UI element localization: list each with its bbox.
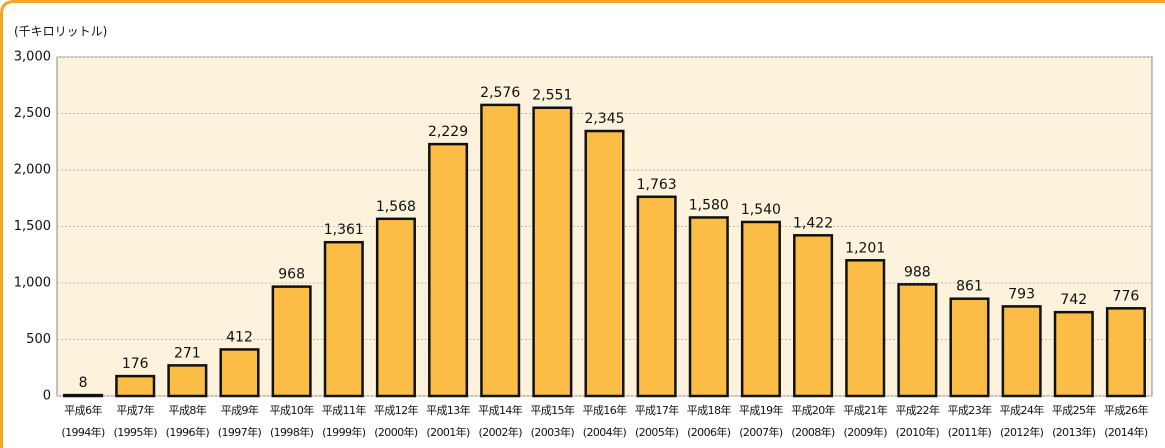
bar bbox=[63, 393, 104, 398]
x-tick-label: (2014年) bbox=[1104, 425, 1148, 439]
x-tick-label: (2002年) bbox=[479, 425, 523, 439]
x-tick-label: 平成10年 bbox=[270, 403, 315, 417]
y-tick-label: 1,000 bbox=[14, 276, 51, 291]
axis-label: (千キロリットル) bbox=[14, 25, 107, 39]
x-tick-label: 平成18年 bbox=[687, 403, 732, 417]
x-tick-label: 平成21年 bbox=[843, 403, 888, 417]
x-tick-label: 平成7年 bbox=[116, 403, 154, 417]
bar bbox=[532, 106, 573, 398]
x-tick-label: (2013年) bbox=[1052, 425, 1096, 439]
bar bbox=[480, 103, 521, 398]
x-tick-label: 平成17年 bbox=[635, 403, 680, 417]
x-tick-label: 平成24年 bbox=[1000, 403, 1045, 417]
bar bbox=[428, 142, 469, 398]
bar bbox=[845, 259, 886, 398]
x-tick-label: 平成9年 bbox=[221, 403, 259, 417]
y-tick-label: 2,000 bbox=[14, 163, 51, 178]
bar bbox=[584, 129, 625, 398]
value-label: 1,763 bbox=[637, 177, 677, 193]
bar bbox=[271, 285, 312, 398]
x-tick-label: 平成8年 bbox=[169, 403, 207, 417]
x-tick-label: (1999年) bbox=[322, 425, 366, 439]
bar bbox=[219, 348, 260, 398]
bar bbox=[688, 216, 729, 398]
value-label: 776 bbox=[1113, 288, 1140, 304]
x-tick-label: 平成22年 bbox=[895, 403, 940, 417]
value-label: 271 bbox=[174, 345, 201, 361]
x-tick-label: (2000年) bbox=[374, 425, 418, 439]
value-label: 176 bbox=[122, 356, 149, 372]
x-tick-label: (1997年) bbox=[218, 425, 262, 439]
value-label: 988 bbox=[904, 264, 931, 280]
x-tick-label: (2003年) bbox=[531, 425, 575, 439]
bar bbox=[897, 283, 938, 398]
y-tick-label: 1,500 bbox=[14, 219, 51, 234]
bar bbox=[375, 217, 416, 398]
bar bbox=[115, 374, 156, 398]
value-label: 742 bbox=[1060, 292, 1087, 308]
x-tick-label: 平成15年 bbox=[530, 403, 575, 417]
bar bbox=[323, 240, 364, 398]
y-tick-label: 2,500 bbox=[14, 106, 51, 121]
x-tick-label: 平成13年 bbox=[426, 403, 471, 417]
x-tick-label: 平成19年 bbox=[739, 403, 784, 417]
x-tick-label: 平成26年 bbox=[1104, 403, 1149, 417]
y-tick-label: 3,000 bbox=[14, 50, 51, 65]
y-tick-label: 0 bbox=[43, 389, 51, 404]
value-label: 412 bbox=[226, 329, 253, 345]
x-tick-label: 平成20年 bbox=[791, 403, 836, 417]
bar bbox=[793, 234, 834, 398]
x-tick-label: (2001年) bbox=[426, 425, 470, 439]
value-label: 2,229 bbox=[428, 124, 468, 140]
x-tick-label: 平成25年 bbox=[1052, 403, 1097, 417]
value-label: 2,551 bbox=[532, 88, 572, 104]
value-label: 8 bbox=[79, 375, 88, 391]
value-label: 2,345 bbox=[584, 111, 624, 127]
value-label: 1,201 bbox=[845, 240, 885, 256]
x-tick-label: 平成11年 bbox=[322, 403, 367, 417]
x-tick-label: (2005年) bbox=[635, 425, 679, 439]
x-tick-label: (2010年) bbox=[896, 425, 940, 439]
x-tick-label: 平成12年 bbox=[374, 403, 419, 417]
x-tick-label: 平成16年 bbox=[583, 403, 628, 417]
x-tick-label: 平成23年 bbox=[948, 403, 993, 417]
x-tick-label: (2004年) bbox=[583, 425, 627, 439]
x-tick-label: (2012年) bbox=[1000, 425, 1044, 439]
bar bbox=[167, 364, 208, 398]
x-tick-label: (2009年) bbox=[844, 425, 888, 439]
value-label: 1,540 bbox=[741, 202, 781, 218]
x-tick-label: (1995年) bbox=[114, 425, 158, 439]
x-tick-label: (2007年) bbox=[739, 425, 783, 439]
value-label: 1,580 bbox=[689, 197, 729, 213]
x-tick-label: (1994年) bbox=[61, 425, 105, 439]
value-label: 861 bbox=[956, 279, 983, 295]
bar bbox=[1053, 310, 1094, 398]
bar bbox=[1105, 307, 1146, 398]
bar bbox=[1001, 305, 1042, 398]
bar bbox=[949, 297, 990, 398]
x-tick-label: (2006年) bbox=[687, 425, 731, 439]
x-tick-label: 平成14年 bbox=[478, 403, 523, 417]
value-label: 1,422 bbox=[793, 215, 833, 231]
x-tick-label: (2011年) bbox=[948, 425, 992, 439]
value-label: 1,568 bbox=[376, 199, 416, 215]
x-tick-label: (2008年) bbox=[791, 425, 835, 439]
value-label: 2,576 bbox=[480, 85, 520, 101]
x-tick-label: (1998年) bbox=[270, 425, 314, 439]
bar bbox=[740, 220, 781, 398]
value-label: 1,361 bbox=[324, 222, 364, 238]
x-tick-label: 平成6年 bbox=[64, 403, 102, 417]
bar bbox=[636, 195, 677, 398]
y-tick-label: 500 bbox=[26, 332, 51, 347]
value-label: 968 bbox=[278, 267, 305, 283]
x-tick-label: (1996年) bbox=[166, 425, 210, 439]
value-label: 793 bbox=[1008, 286, 1035, 302]
